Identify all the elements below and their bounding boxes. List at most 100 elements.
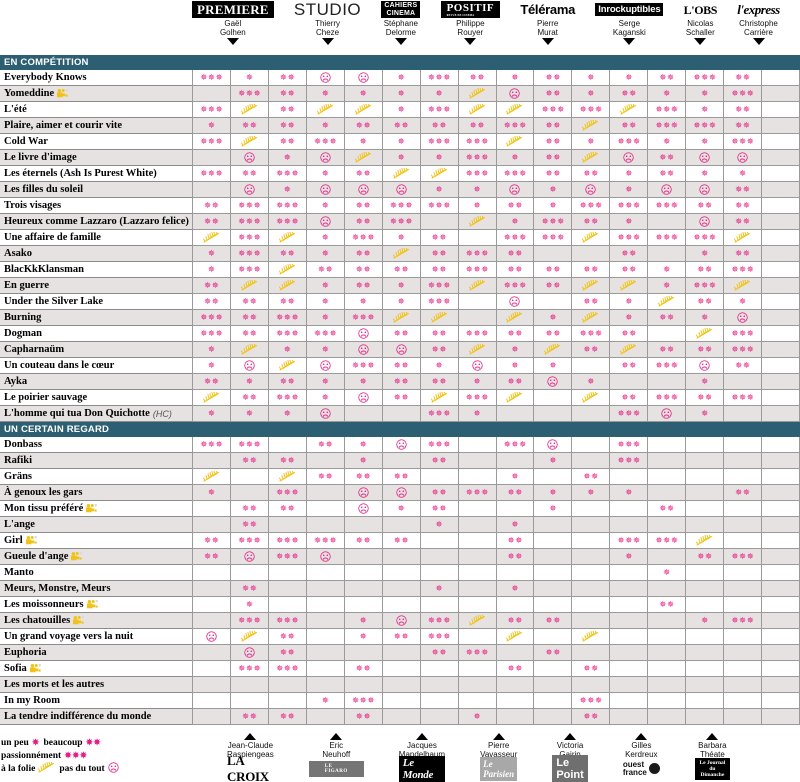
rating-cell bbox=[685, 453, 724, 469]
star-rating: ✵ bbox=[511, 360, 519, 371]
rating-cell bbox=[343, 342, 382, 358]
rating-cell bbox=[267, 262, 306, 278]
star-rating: ✵ bbox=[207, 120, 216, 131]
star-rating: ✵ bbox=[321, 312, 329, 323]
star-rating: ✵✵✵ bbox=[579, 695, 603, 706]
rating-cell: ✵✵ bbox=[267, 374, 306, 390]
star-rating: ✵✵✵ bbox=[731, 88, 754, 99]
rating-cell: ✵ bbox=[685, 246, 724, 262]
rating-cell bbox=[685, 150, 724, 166]
rating-cell: ✵✵ bbox=[533, 166, 572, 182]
rating-cells: ✵✵✵✵✵✵✵✵✵✵✵ bbox=[192, 406, 800, 422]
rating-cell: ✵ bbox=[192, 358, 230, 374]
rating-cell: ✵✵✵ bbox=[685, 230, 724, 246]
star-rating: ✵ bbox=[663, 136, 671, 147]
rating-cell: ✵ bbox=[609, 182, 648, 198]
logo-le-point: Le Point bbox=[552, 754, 588, 782]
film-title-cell: L'ange bbox=[0, 517, 192, 533]
rating-cell bbox=[761, 469, 800, 485]
sad-face-icon bbox=[320, 360, 331, 371]
star-rating: ✵✵ bbox=[583, 711, 599, 722]
rating-cell: ✵✵✵ bbox=[229, 230, 268, 246]
rating-cell bbox=[761, 581, 800, 597]
star-rating: ✵ bbox=[625, 168, 633, 179]
camera-dor-icon bbox=[29, 664, 41, 673]
rating-cell bbox=[685, 597, 724, 613]
rating-cell: ✵✵✵ bbox=[381, 214, 420, 230]
rating-cell: ✵✵ bbox=[685, 549, 724, 565]
rating-cell: ✵ bbox=[647, 86, 686, 102]
section-header: EN COMPÉTITION bbox=[0, 55, 800, 70]
table-row: Dogman ✵✵✵ ✵✵ ✵✵✵ ✵✵✵ ✵✵ ✵✵ ✵✵✵ ✵✵ ✵✵ ✵✵✵ ✵✵ ✵✵✵ bbox=[0, 326, 800, 342]
rating-cell bbox=[533, 342, 572, 358]
rating-cell bbox=[571, 310, 610, 326]
rating-cell bbox=[229, 565, 268, 581]
column-pointer-down-icon bbox=[623, 38, 636, 45]
rating-cell bbox=[609, 150, 648, 166]
rating-cell: ✵✵✵ bbox=[647, 533, 686, 549]
star-rating: ✵ bbox=[473, 711, 481, 722]
rating-cells: ✵✵✵✵✵✵✵✵✵✵✵✵✵✵✵✵✵✵✵✵✵ bbox=[192, 246, 800, 262]
critic-last-name: Kaganski bbox=[612, 28, 646, 37]
palm-icon bbox=[620, 344, 637, 355]
rating-cell: ✵✵ bbox=[609, 262, 648, 278]
rating-cell bbox=[343, 102, 382, 118]
logo-la-croix: LA CROIX bbox=[227, 752, 269, 782]
table-row: Le poirier sauvage ✵✵ ✵✵✵ ✵ ✵✵ ✵✵✵ ✵✵ ✵✵✵ ✵✵ ✵✵✵ bbox=[0, 390, 800, 406]
rating-cell: ✵✵ bbox=[267, 453, 306, 469]
critic-first-name: Philippe bbox=[456, 19, 485, 28]
rating-cell: ✵✵✵ bbox=[457, 645, 496, 661]
rating-cell: ✵✵ bbox=[571, 709, 610, 725]
star-rating: ✵ bbox=[359, 296, 367, 307]
star-rating: ✵✵✵ bbox=[693, 232, 716, 243]
table-row: Un grand voyage vers la nuit ✵✵ ✵ ✵✵ ✵✵✵ bbox=[0, 629, 800, 645]
star-rating: ✵✵✵ bbox=[238, 200, 261, 211]
star-rating: ✵✵✵ bbox=[617, 232, 641, 243]
film-title: Under the Silver Lake bbox=[4, 296, 104, 307]
rating-cell bbox=[761, 118, 800, 134]
rating-cell bbox=[343, 549, 382, 565]
rating-cell: ✵✵ bbox=[685, 294, 724, 310]
rating-cell bbox=[457, 693, 496, 709]
star-rating: ✵✵ bbox=[431, 328, 447, 339]
rating-cell bbox=[305, 358, 344, 374]
rating-cell bbox=[685, 214, 724, 230]
star-rating: ✵ bbox=[511, 216, 519, 227]
rating-cell bbox=[192, 597, 230, 613]
critic-first-name: Jacques bbox=[407, 741, 437, 750]
rating-cell bbox=[533, 677, 572, 693]
table-row: Mon tissu préféré ✵✵ ✵✵ ✵ ✵✵ ✵ ✵✵ bbox=[0, 501, 800, 517]
table-row: L'homme qui tua Don Quichotte (HC) ✵ ✵ ✵ ✵✵✵ ✵… bbox=[0, 406, 800, 422]
table-row: Une affaire de famille ✵✵✵ ✵ ✵✵✵ ✵ ✵✵ ✵✵✵ ✵✵✵ ✵✵… bbox=[0, 230, 800, 246]
rating-cell: ✵✵ bbox=[647, 166, 686, 182]
rating-cell: ✵✵ bbox=[267, 246, 306, 262]
rating-cell: ✵✵✵ bbox=[305, 326, 344, 342]
film-title-cell: Gueule d'ange bbox=[0, 549, 192, 565]
palm-icon bbox=[430, 312, 447, 323]
rating-cell: ✵✵✵ bbox=[419, 278, 458, 294]
star-rating: ✵✵ bbox=[545, 120, 561, 131]
star-rating: ✵✵ bbox=[621, 328, 637, 339]
rating-cell: ✵ bbox=[495, 358, 534, 374]
legend-stars: ✵✵✵ bbox=[64, 750, 87, 761]
publication-logo: LA CROIX bbox=[227, 753, 274, 782]
rating-cell bbox=[419, 677, 458, 693]
star-rating: ✵ bbox=[359, 88, 367, 99]
rating-cell: ✵✵✵ bbox=[419, 437, 458, 453]
star-rating: ✵✵✵ bbox=[200, 439, 223, 450]
star-rating: ✵✵ bbox=[545, 280, 561, 291]
rating-cell: ✵ bbox=[229, 70, 268, 86]
film-title: Le livre d'image bbox=[4, 152, 77, 163]
star-rating: ✵✵ bbox=[393, 392, 409, 403]
rating-cell: ✵✵ bbox=[192, 294, 230, 310]
rating-cell bbox=[457, 581, 496, 597]
rating-cell bbox=[419, 661, 458, 677]
star-rating: ✵ bbox=[397, 136, 405, 147]
sad-face-icon bbox=[699, 360, 710, 371]
rating-cell bbox=[533, 661, 572, 677]
sad-face-icon bbox=[358, 184, 369, 195]
column-pointer-up-icon bbox=[564, 733, 577, 740]
rating-cell: ✵ bbox=[192, 262, 230, 278]
rating-cell: ✵ bbox=[571, 70, 610, 86]
star-rating: ✵ bbox=[663, 264, 671, 275]
